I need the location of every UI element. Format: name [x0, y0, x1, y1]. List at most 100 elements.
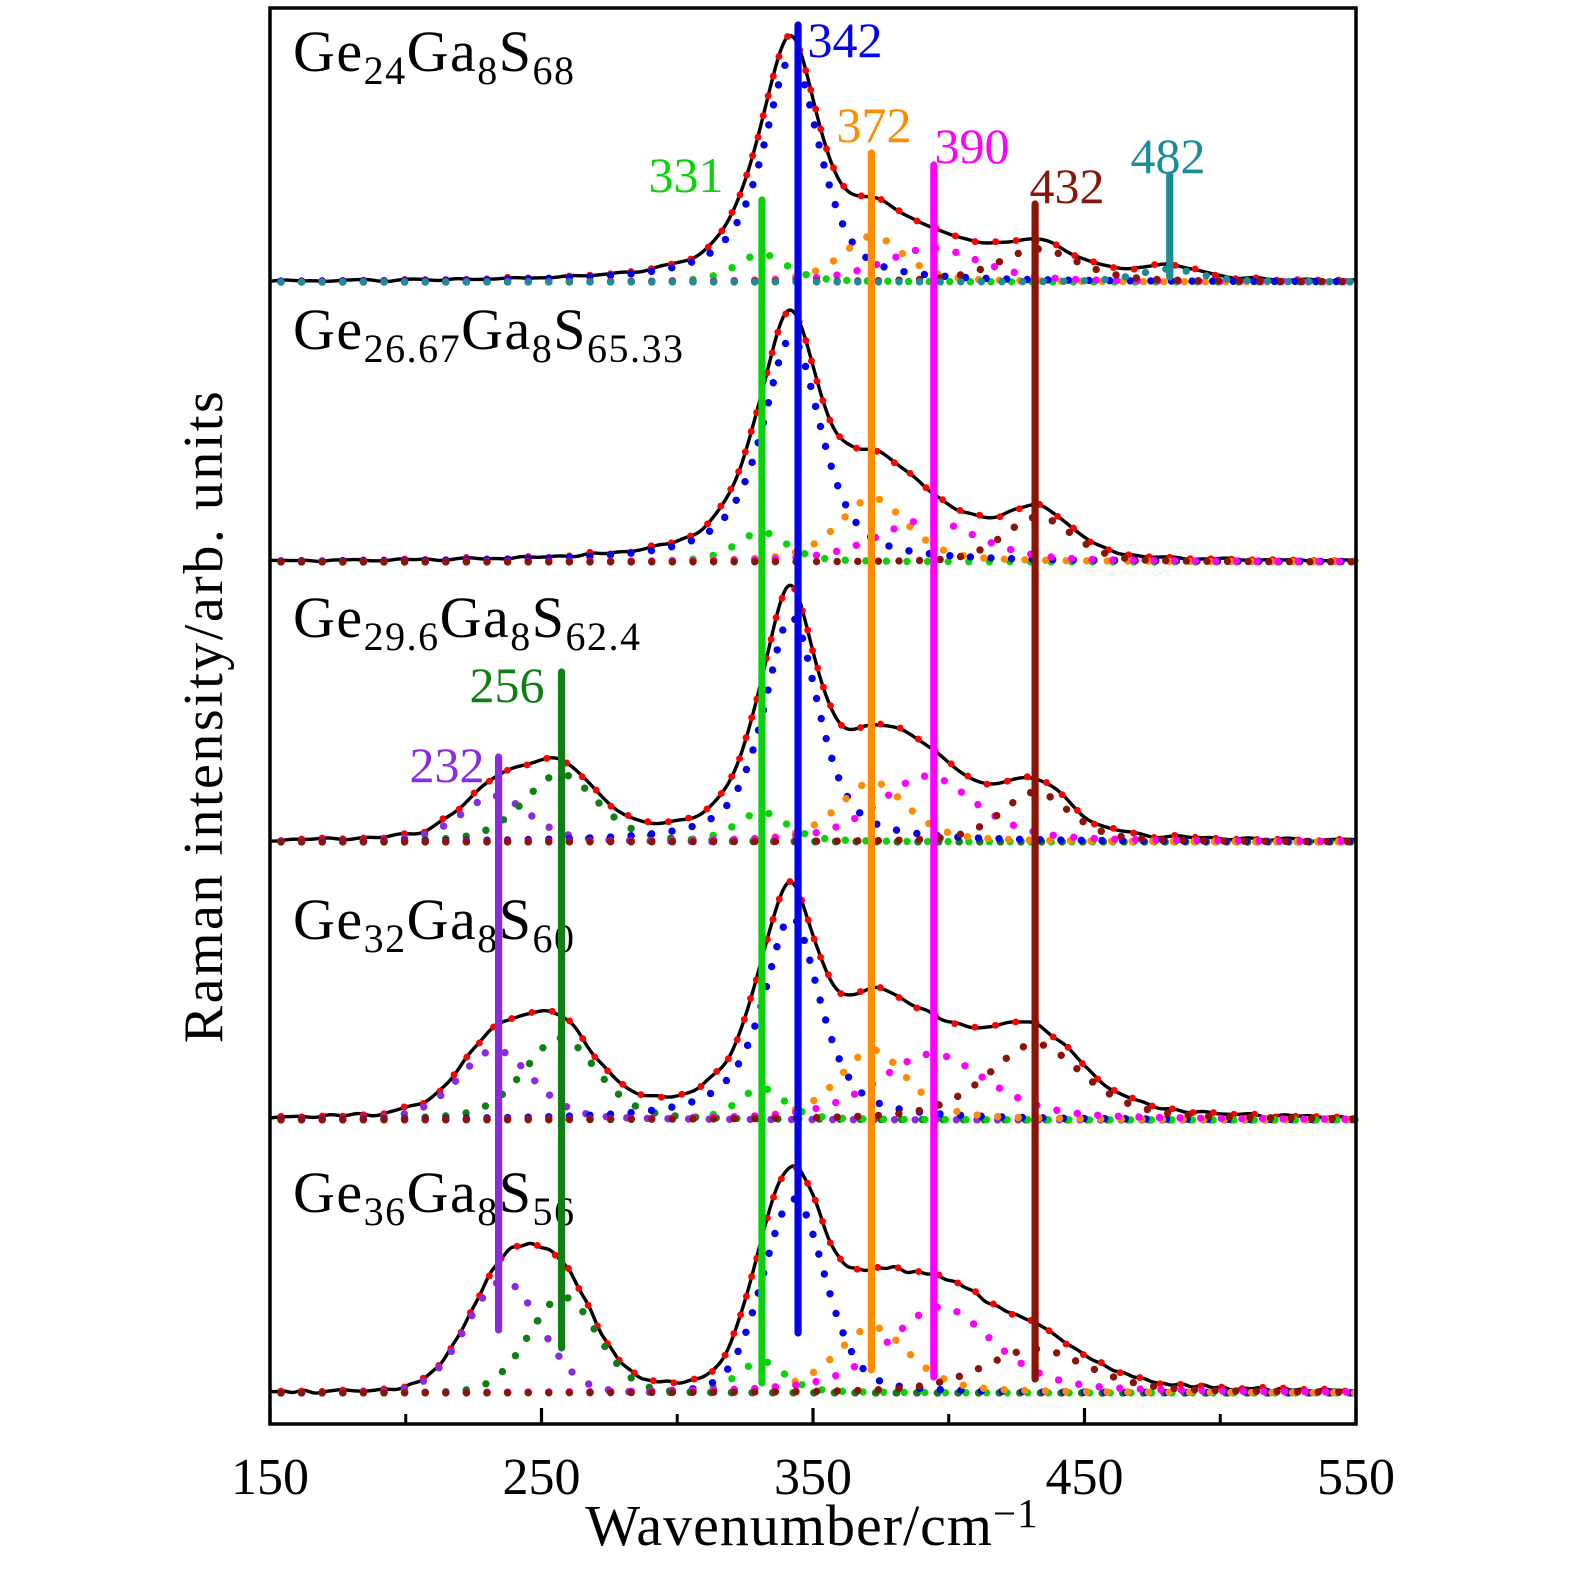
component-dot	[923, 557, 932, 566]
component-dot	[980, 554, 988, 562]
component-dot	[627, 1108, 635, 1117]
data-dot	[769, 72, 777, 80]
component-dot	[749, 180, 757, 189]
component-dot	[483, 278, 491, 286]
data-dot	[804, 916, 812, 924]
component-dot	[1315, 557, 1323, 566]
component-dot	[668, 838, 677, 846]
component-dot	[442, 838, 450, 846]
component-dot	[812, 694, 821, 703]
component-dot	[1082, 540, 1090, 548]
component-dot	[900, 1388, 908, 1397]
component-dot	[1046, 793, 1054, 801]
component-dot	[833, 1113, 841, 1121]
component-dot	[1302, 837, 1311, 846]
component-dot	[565, 1115, 574, 1124]
component-dot	[995, 258, 1004, 266]
component-dot	[483, 1115, 491, 1124]
component-dot	[1199, 837, 1208, 845]
component-dot	[800, 81, 809, 89]
data-dot	[1130, 265, 1138, 273]
component-dot	[953, 1308, 961, 1316]
component-dot	[768, 666, 777, 674]
component-dot	[1000, 555, 1009, 563]
data-dot	[439, 815, 447, 823]
component-dot	[745, 532, 753, 540]
component-dot	[1176, 1114, 1184, 1122]
data-dot	[704, 520, 712, 528]
component-dot	[1100, 549, 1109, 557]
component-dot	[893, 793, 902, 801]
data-dot	[769, 915, 777, 923]
component-dot	[1010, 523, 1018, 531]
data-dot	[575, 1285, 583, 1292]
data-dot	[915, 1268, 922, 1276]
data-dot	[1109, 824, 1117, 832]
component-dot	[709, 278, 718, 286]
data-dot	[1129, 1094, 1136, 1102]
component-dot	[882, 557, 891, 565]
component-dot	[1071, 275, 1080, 284]
data-dot	[703, 805, 711, 813]
component-dot	[820, 554, 829, 563]
component-dot	[1090, 834, 1099, 843]
component-dot	[990, 263, 999, 271]
component-dot	[1299, 1115, 1308, 1123]
data-dot	[637, 1091, 645, 1099]
data-dot	[896, 724, 904, 732]
component-dot	[1019, 1043, 1028, 1051]
component-dot	[1014, 1113, 1023, 1122]
component-dot	[906, 1351, 915, 1359]
data-dot	[578, 773, 586, 781]
component-dot	[971, 1081, 979, 1089]
component-dot	[1173, 276, 1182, 284]
data-dot	[996, 513, 1004, 521]
component-dot	[734, 784, 742, 793]
component-dot	[767, 962, 776, 971]
data-dot	[685, 814, 692, 822]
component-dot	[840, 1341, 849, 1349]
data-dot	[947, 760, 955, 768]
data-dot	[503, 766, 511, 774]
component-dot	[771, 278, 780, 286]
component-dot	[987, 554, 995, 562]
data-dot	[604, 1067, 612, 1075]
component-dot	[977, 278, 986, 286]
data-dot	[565, 1265, 572, 1272]
component-dot	[898, 249, 907, 258]
component-dot	[975, 823, 984, 831]
component-dot	[688, 822, 696, 831]
component-dot	[721, 513, 729, 522]
component-dot	[503, 558, 512, 566]
component-dot	[1162, 557, 1170, 565]
component-dot	[895, 1109, 903, 1118]
data-dot	[890, 459, 898, 467]
component-dot	[1006, 545, 1015, 554]
component-dot	[297, 278, 306, 286]
component-dot	[742, 1328, 750, 1337]
component-dot	[1025, 836, 1033, 844]
data-dot	[837, 721, 845, 729]
component-dot	[529, 787, 537, 795]
component-dot	[627, 838, 635, 846]
component-dot	[606, 558, 615, 566]
component-dot	[1337, 837, 1346, 846]
component-dot	[809, 1368, 818, 1377]
component-dot	[811, 976, 819, 984]
component-dot	[875, 1324, 884, 1332]
component-dot	[955, 1372, 964, 1381]
component-dot	[848, 238, 856, 246]
component-dot	[1054, 1376, 1063, 1384]
component-dot	[524, 838, 532, 846]
data-dot	[913, 217, 921, 225]
component-dot	[517, 1061, 525, 1070]
data-dot	[748, 714, 756, 722]
component-dot	[895, 278, 903, 286]
component-dot	[1246, 1113, 1254, 1122]
component-dot	[1132, 274, 1141, 282]
component-dot	[751, 837, 759, 846]
component-dot	[942, 1052, 951, 1061]
component-dot	[1275, 837, 1284, 845]
component-dot	[723, 801, 731, 810]
data-dot	[810, 935, 818, 943]
